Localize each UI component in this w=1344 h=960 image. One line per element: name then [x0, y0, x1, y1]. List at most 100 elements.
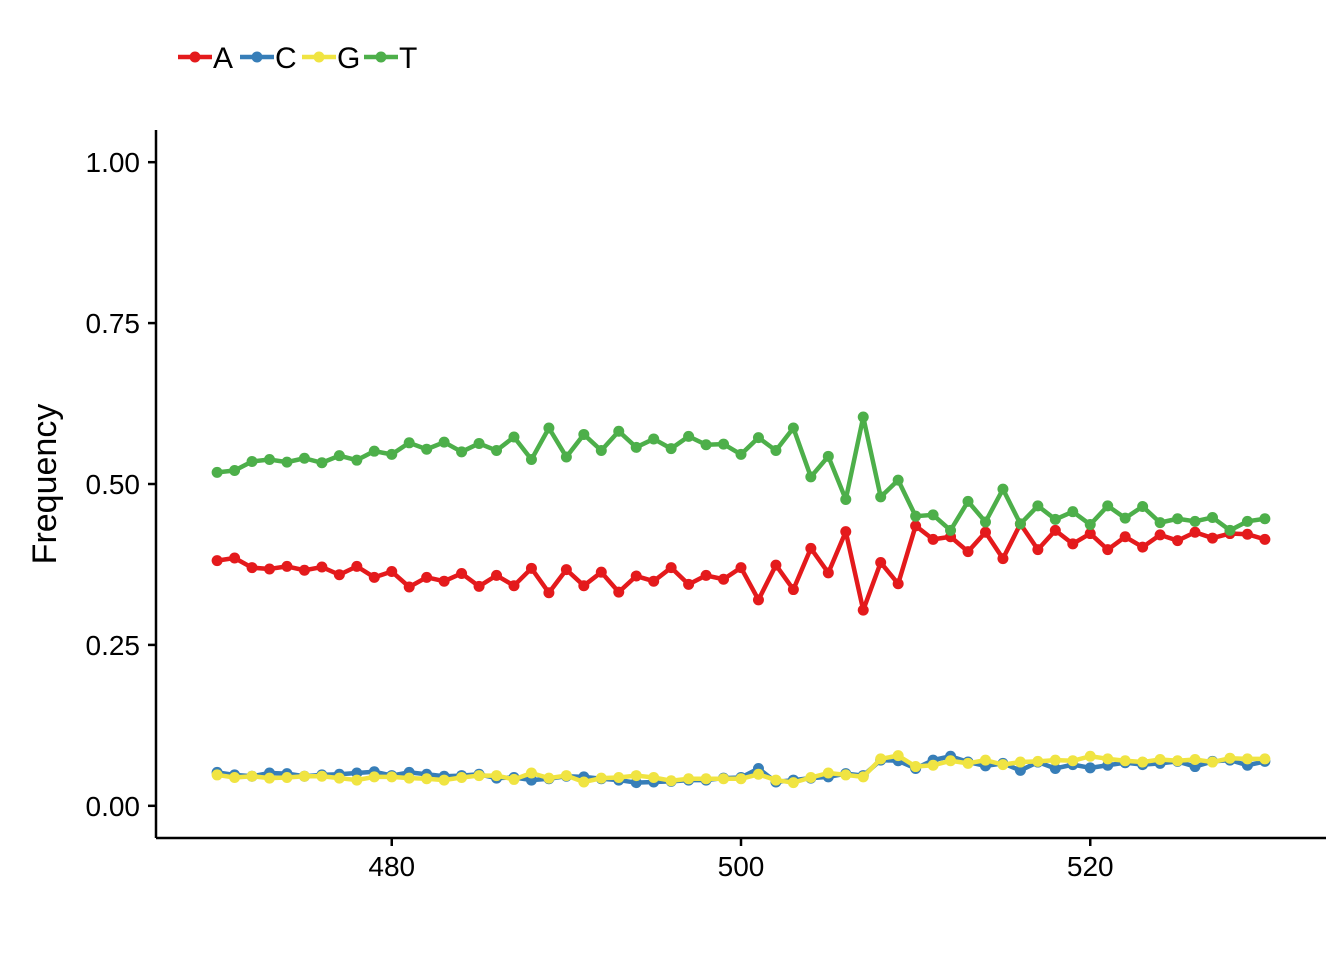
- data-point: [368, 571, 380, 583]
- legend-label: C: [275, 42, 297, 75]
- data-point: [1102, 544, 1114, 556]
- data-point: [508, 773, 520, 785]
- legend-key-point: [313, 51, 325, 63]
- data-point: [630, 441, 642, 453]
- data-point: [979, 516, 991, 528]
- data-point: [229, 464, 241, 476]
- data-point: [962, 757, 974, 769]
- data-point: [752, 768, 764, 780]
- data-point: [421, 443, 433, 455]
- data-point: [787, 777, 799, 789]
- data-point: [298, 564, 310, 576]
- data-point: [473, 580, 485, 592]
- data-point: [892, 578, 904, 590]
- data-point: [822, 567, 834, 579]
- data-point: [456, 771, 468, 783]
- data-point: [787, 584, 799, 596]
- y-tick-label: 0.00: [86, 791, 141, 822]
- data-point: [770, 774, 782, 786]
- data-point: [333, 569, 345, 581]
- x-tick-label: 500: [718, 851, 765, 882]
- data-point: [438, 575, 450, 587]
- data-point: [1032, 755, 1044, 767]
- data-point: [281, 771, 293, 783]
- data-point: [718, 773, 730, 785]
- data-point: [316, 561, 328, 573]
- x-ticks: 480 500 520: [368, 838, 1114, 882]
- data-point: [787, 422, 799, 434]
- data-point: [403, 581, 415, 593]
- data-point: [945, 755, 957, 767]
- data-point: [805, 471, 817, 483]
- data-point: [945, 524, 957, 536]
- data-point: [595, 772, 607, 784]
- data-point: [351, 454, 363, 466]
- data-point: [1154, 517, 1166, 529]
- data-point: [665, 775, 677, 787]
- data-point: [630, 770, 642, 782]
- data-point: [718, 438, 730, 450]
- data-point: [648, 433, 660, 445]
- y-tick-label: 0.25: [86, 630, 141, 661]
- data-point: [1224, 524, 1236, 536]
- data-point: [927, 533, 939, 545]
- data-point: [508, 580, 520, 592]
- data-point: [438, 436, 450, 448]
- data-point: [1224, 752, 1236, 764]
- data-point: [665, 443, 677, 455]
- data-point: [840, 493, 852, 505]
- data-point: [351, 560, 363, 572]
- data-point: [910, 520, 922, 532]
- data-point: [1032, 500, 1044, 512]
- data-point: [1014, 764, 1026, 776]
- data-point: [211, 769, 223, 781]
- data-point: [700, 569, 712, 581]
- legend-label: G: [337, 42, 360, 75]
- data-point: [962, 546, 974, 558]
- data-point: [1084, 528, 1096, 540]
- legend-item-C: C: [240, 42, 297, 75]
- data-point: [613, 425, 625, 437]
- data-point: [403, 772, 415, 784]
- data-point: [316, 457, 328, 469]
- data-point: [892, 474, 904, 486]
- data-point: [1102, 753, 1114, 765]
- data-point: [979, 526, 991, 538]
- data-point: [910, 761, 922, 773]
- data-point: [1189, 526, 1201, 538]
- data-point: [875, 491, 887, 503]
- data-point: [560, 564, 572, 576]
- data-point: [578, 776, 590, 788]
- data-point: [264, 454, 276, 466]
- data-point: [421, 773, 433, 785]
- data-point: [752, 594, 764, 606]
- data-point: [1172, 755, 1184, 767]
- data-point: [473, 770, 485, 782]
- data-point: [875, 753, 887, 765]
- data-point: [857, 771, 869, 783]
- data-point: [1067, 506, 1079, 518]
- data-point: [543, 587, 555, 599]
- data-point: [1067, 755, 1079, 767]
- data-point: [752, 432, 764, 444]
- data-point: [473, 437, 485, 449]
- data-point: [491, 569, 503, 581]
- data-point: [1049, 762, 1061, 774]
- data-point: [1119, 512, 1131, 524]
- data-point: [1241, 753, 1253, 765]
- data-point: [1172, 535, 1184, 547]
- data-point: [1014, 518, 1026, 530]
- data-point: [525, 767, 537, 779]
- data-point: [927, 509, 939, 521]
- data-point: [962, 495, 974, 507]
- data-point: [298, 452, 310, 464]
- data-point: [595, 566, 607, 578]
- data-point: [770, 559, 782, 571]
- data-point: [683, 773, 695, 785]
- data-point: [560, 770, 572, 782]
- data-point: [1206, 532, 1218, 544]
- data-point: [281, 456, 293, 468]
- legend-key-point: [189, 51, 201, 63]
- data-point: [211, 466, 223, 478]
